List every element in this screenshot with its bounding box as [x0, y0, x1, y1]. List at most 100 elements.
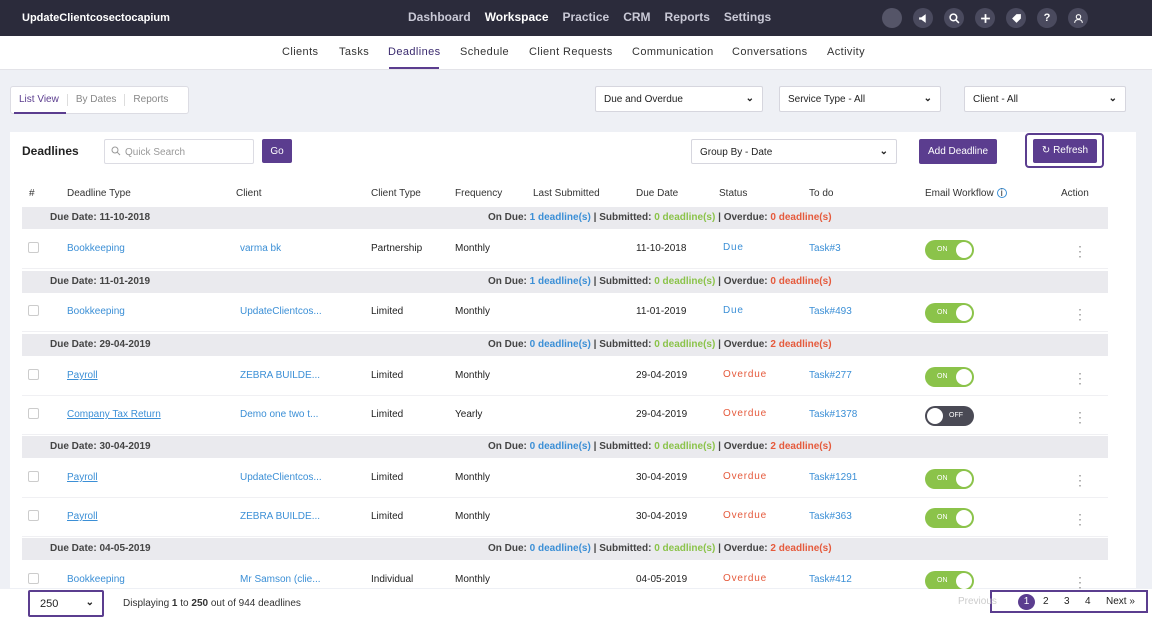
tab-tasks[interactable]: Tasks — [339, 46, 370, 58]
next-page-link[interactable]: Next » — [1106, 596, 1135, 607]
nav-practice[interactable]: Practice — [562, 10, 610, 24]
col-last-submitted[interactable]: Last Submitted — [533, 188, 600, 199]
client-link[interactable]: ZEBRA BUILDE... — [240, 370, 321, 381]
due-filter-select[interactable]: Due and Overdue ⌄ — [595, 86, 763, 112]
col-client[interactable]: Client — [236, 188, 262, 199]
page-3[interactable]: 3 — [1064, 596, 1070, 607]
client-link[interactable]: ZEBRA BUILDE... — [240, 511, 321, 522]
email-workflow-toggle[interactable]: OFF — [925, 406, 974, 426]
table-row[interactable]: Bookkeeping UpdateClientcos... Limited M… — [22, 294, 1108, 332]
client-link[interactable]: UpdateClientcos... — [240, 306, 322, 317]
table-row[interactable]: Payroll ZEBRA BUILDE... Limited Monthly … — [22, 499, 1108, 537]
row-checkbox[interactable] — [28, 573, 39, 584]
view-tab-by-dates[interactable]: By Dates — [68, 94, 126, 106]
nav-reports[interactable]: Reports — [664, 10, 710, 24]
help-icon[interactable]: ? — [1037, 8, 1057, 28]
client-link[interactable]: UpdateClientcos... — [240, 472, 322, 483]
table-row[interactable]: Bookkeeping varma bk Partnership Monthly… — [22, 231, 1108, 269]
col-todo[interactable]: To do — [809, 188, 834, 199]
email-workflow-toggle[interactable]: ON — [925, 303, 974, 323]
tab-deadlines[interactable]: Deadlines — [388, 46, 441, 58]
prev-page-link[interactable]: Previous — [958, 596, 997, 607]
tab-communication[interactable]: Communication — [632, 46, 714, 58]
more-actions-icon[interactable]: ⋮ — [1073, 472, 1087, 488]
nav-workspace[interactable]: Workspace — [484, 10, 549, 24]
quick-search-input[interactable]: Quick Search — [104, 139, 254, 164]
row-checkbox[interactable] — [28, 408, 39, 419]
circle-icon[interactable] — [882, 8, 902, 28]
deadline-type-link[interactable]: Payroll — [67, 370, 98, 381]
more-actions-icon[interactable]: ⋮ — [1073, 370, 1087, 386]
view-tab-reports[interactable]: Reports — [133, 94, 169, 105]
refresh-icon: ↻ — [1041, 145, 1051, 156]
col-deadline-type[interactable]: Deadline Type — [67, 188, 131, 199]
more-actions-icon[interactable]: ⋮ — [1073, 409, 1087, 425]
row-checkbox[interactable] — [28, 305, 39, 316]
more-actions-icon[interactable]: ⋮ — [1073, 511, 1087, 527]
nav-dashboard[interactable]: Dashboard — [408, 10, 471, 24]
client-link[interactable]: varma bk — [240, 243, 282, 254]
deadline-type-link[interactable]: Bookkeeping — [67, 574, 125, 585]
todo-link[interactable]: Task#1378 — [809, 409, 858, 420]
col-frequency[interactable]: Frequency — [455, 188, 503, 199]
group-header: Due Date: 11-10-2018 On Due: 1 deadline(… — [22, 207, 1108, 229]
deadline-type-link[interactable]: Payroll — [67, 472, 98, 483]
table-row[interactable]: Company Tax Return Demo one two t... Lim… — [22, 397, 1108, 435]
page-size-select[interactable]: 250 ⌄ — [28, 590, 104, 617]
info-icon[interactable]: i — [996, 188, 1007, 199]
user-icon[interactable] — [1068, 8, 1088, 28]
deadline-type-link[interactable]: Company Tax Return — [67, 409, 161, 420]
nav-crm[interactable]: CRM — [623, 10, 651, 24]
tab-conversations[interactable]: Conversations — [732, 46, 808, 58]
tag-icon[interactable] — [1006, 8, 1026, 28]
tab-clients[interactable]: Clients — [282, 46, 319, 58]
client-link[interactable]: Mr Samson (clie... — [240, 574, 321, 585]
client-filter-select[interactable]: Client - All ⌄ — [964, 86, 1126, 112]
col-due-date[interactable]: Due Date — [636, 188, 679, 199]
row-checkbox[interactable] — [28, 510, 39, 521]
deadline-type-link[interactable]: Bookkeeping — [67, 243, 125, 254]
tab-schedule[interactable]: Schedule — [460, 46, 510, 58]
todo-link[interactable]: Task#412 — [809, 574, 852, 585]
todo-link[interactable]: Task#493 — [809, 306, 852, 317]
megaphone-icon[interactable] — [913, 8, 933, 28]
deadline-type-link[interactable]: Payroll — [67, 511, 98, 522]
todo-link[interactable]: Task#363 — [809, 511, 852, 522]
add-deadline-button[interactable]: Add Deadline — [919, 139, 997, 164]
view-tab-list[interactable]: List View — [11, 94, 68, 106]
page-2[interactable]: 2 — [1043, 596, 1049, 607]
page-1[interactable]: 1 — [1018, 594, 1035, 610]
email-workflow-toggle[interactable]: ON — [925, 240, 974, 260]
more-actions-icon[interactable]: ⋮ — [1073, 306, 1087, 322]
deadline-type-link[interactable]: Bookkeeping — [67, 306, 125, 317]
col-status[interactable]: Status — [719, 188, 748, 199]
search-icon[interactable] — [944, 8, 964, 28]
more-actions-icon[interactable]: ⋮ — [1073, 243, 1087, 259]
email-workflow-toggle[interactable]: ON — [925, 469, 974, 489]
email-workflow-toggle[interactable]: ON — [925, 508, 974, 528]
page-4[interactable]: 4 — [1085, 596, 1091, 607]
col-client-type[interactable]: Client Type — [371, 188, 421, 199]
refresh-button[interactable]: ↻ Refresh — [1033, 139, 1097, 163]
tab-activity[interactable]: Activity — [827, 46, 866, 58]
row-checkbox[interactable] — [28, 471, 39, 482]
table-row[interactable]: Payroll UpdateClientcos... Limited Month… — [22, 460, 1108, 498]
row-checkbox[interactable] — [28, 242, 39, 253]
app-title[interactable]: UpdateClientcosectocapium — [22, 12, 170, 24]
plus-icon[interactable] — [975, 8, 995, 28]
todo-link[interactable]: Task#1291 — [809, 472, 858, 483]
tab-client-requests[interactable]: Client Requests — [529, 46, 613, 58]
todo-link[interactable]: Task#3 — [809, 243, 841, 254]
go-button[interactable]: Go — [262, 139, 292, 163]
service-filter-select[interactable]: Service Type - All ⌄ — [779, 86, 941, 112]
status-badge: Overdue — [723, 408, 767, 419]
row-checkbox[interactable] — [28, 369, 39, 380]
group-by-select[interactable]: Group By - Date ⌄ — [691, 139, 897, 164]
client-link[interactable]: Demo one two t... — [240, 409, 319, 420]
email-workflow-toggle[interactable]: ON — [925, 367, 974, 387]
todo-link[interactable]: Task#277 — [809, 370, 852, 381]
email-workflow-toggle[interactable]: ON — [925, 571, 974, 591]
more-actions-icon[interactable]: ⋮ — [1073, 574, 1087, 590]
nav-settings[interactable]: Settings — [723, 10, 772, 24]
table-row[interactable]: Payroll ZEBRA BUILDE... Limited Monthly … — [22, 358, 1108, 396]
